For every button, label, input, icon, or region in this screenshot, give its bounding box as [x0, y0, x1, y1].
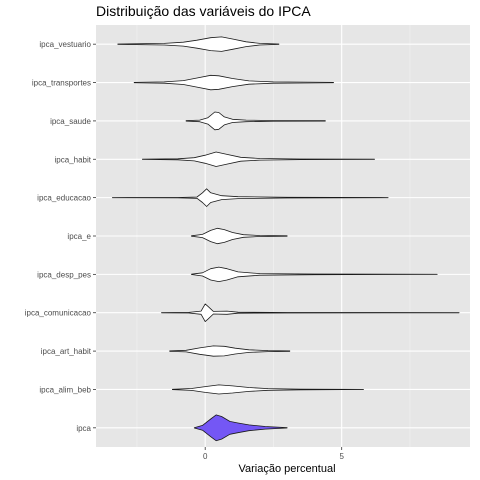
- x-tick-label: 0: [203, 452, 208, 461]
- y-label-ipca_saude: ipca_saude: [50, 117, 91, 126]
- violin-ipca_e: [191, 227, 288, 245]
- chart-title: Distribuição das variáveis do IPCA: [96, 3, 311, 19]
- y-label-ipca_educacao: ipca_educacao: [37, 194, 91, 203]
- x-axis-title: Variação percentual: [238, 463, 335, 475]
- x-tick-label: 5: [339, 452, 344, 461]
- violins: [112, 36, 460, 442]
- y-label-ipca_transportes: ipca_transportes: [32, 79, 91, 88]
- y-label-ipca_alim_beb: ipca_alim_beb: [39, 385, 91, 394]
- y-label-ipca_art_habit: ipca_art_habit: [41, 347, 92, 356]
- y-label-ipca_e: ipca_e: [67, 232, 91, 241]
- violin-ipca_art_habit: [169, 345, 291, 357]
- violin-ipca_comunicacao: [161, 303, 460, 322]
- y-label-ipca_comunicacao: ipca_comunicacao: [25, 309, 92, 318]
- violin-ipca_habit: [142, 151, 375, 167]
- violin-ipca_desp_pes: [191, 266, 438, 282]
- violin-ipca_vestuario: [117, 36, 280, 52]
- y-label-ipca_desp_pes: ipca_desp_pes: [37, 270, 91, 279]
- y-label-ipca: ipca: [76, 424, 91, 433]
- violin-ipca_alim_beb: [172, 384, 364, 395]
- y-label-ipca_vestuario: ipca_vestuario: [39, 40, 91, 49]
- violin-ipca_educacao: [112, 188, 389, 207]
- y-axis-labels: ipca_vestuario ipca_transportes ipca_saude…: [25, 40, 96, 433]
- violin-ipca_saude: [185, 111, 326, 131]
- violin-ipca_transportes: [133, 74, 334, 91]
- y-label-ipca_habit: ipca_habit: [55, 155, 92, 164]
- violin-ipca: [193, 414, 288, 442]
